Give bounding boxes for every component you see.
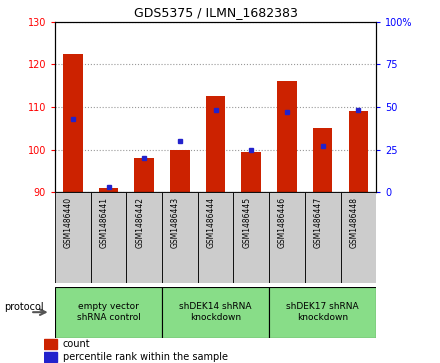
- Text: shDEK17 shRNA
knockdown: shDEK17 shRNA knockdown: [286, 302, 359, 322]
- Text: GSM1486443: GSM1486443: [171, 197, 180, 248]
- Title: GDS5375 / ILMN_1682383: GDS5375 / ILMN_1682383: [134, 6, 297, 19]
- Bar: [305, 192, 341, 283]
- Bar: [55, 287, 162, 338]
- Bar: [313, 129, 333, 192]
- Bar: [55, 192, 91, 283]
- Text: GSM1486447: GSM1486447: [314, 197, 323, 248]
- Text: GSM1486441: GSM1486441: [99, 197, 109, 248]
- Text: GSM1486440: GSM1486440: [64, 197, 73, 248]
- Bar: [91, 192, 126, 283]
- Bar: [341, 192, 376, 283]
- Bar: [242, 152, 261, 192]
- Bar: [162, 192, 198, 283]
- Bar: [44, 339, 57, 349]
- Text: protocol: protocol: [4, 302, 44, 312]
- Bar: [206, 97, 225, 192]
- Bar: [99, 188, 118, 192]
- Bar: [234, 192, 269, 283]
- Bar: [162, 287, 269, 338]
- Text: GSM1486445: GSM1486445: [242, 197, 251, 248]
- Bar: [269, 192, 305, 283]
- Text: GSM1486446: GSM1486446: [278, 197, 287, 248]
- Text: GSM1486448: GSM1486448: [349, 197, 358, 248]
- Text: percentile rank within the sample: percentile rank within the sample: [63, 352, 228, 362]
- Bar: [170, 150, 190, 192]
- Text: count: count: [63, 339, 90, 349]
- Bar: [126, 192, 162, 283]
- Bar: [277, 81, 297, 192]
- Bar: [269, 287, 376, 338]
- Text: shDEK14 shRNA
knockdown: shDEK14 shRNA knockdown: [180, 302, 252, 322]
- Bar: [63, 54, 83, 192]
- Text: GSM1486444: GSM1486444: [207, 197, 216, 248]
- Bar: [348, 111, 368, 192]
- Text: GSM1486442: GSM1486442: [135, 197, 144, 248]
- Bar: [198, 192, 234, 283]
- Bar: [44, 352, 57, 362]
- Bar: [134, 158, 154, 192]
- Text: empty vector
shRNA control: empty vector shRNA control: [77, 302, 140, 322]
